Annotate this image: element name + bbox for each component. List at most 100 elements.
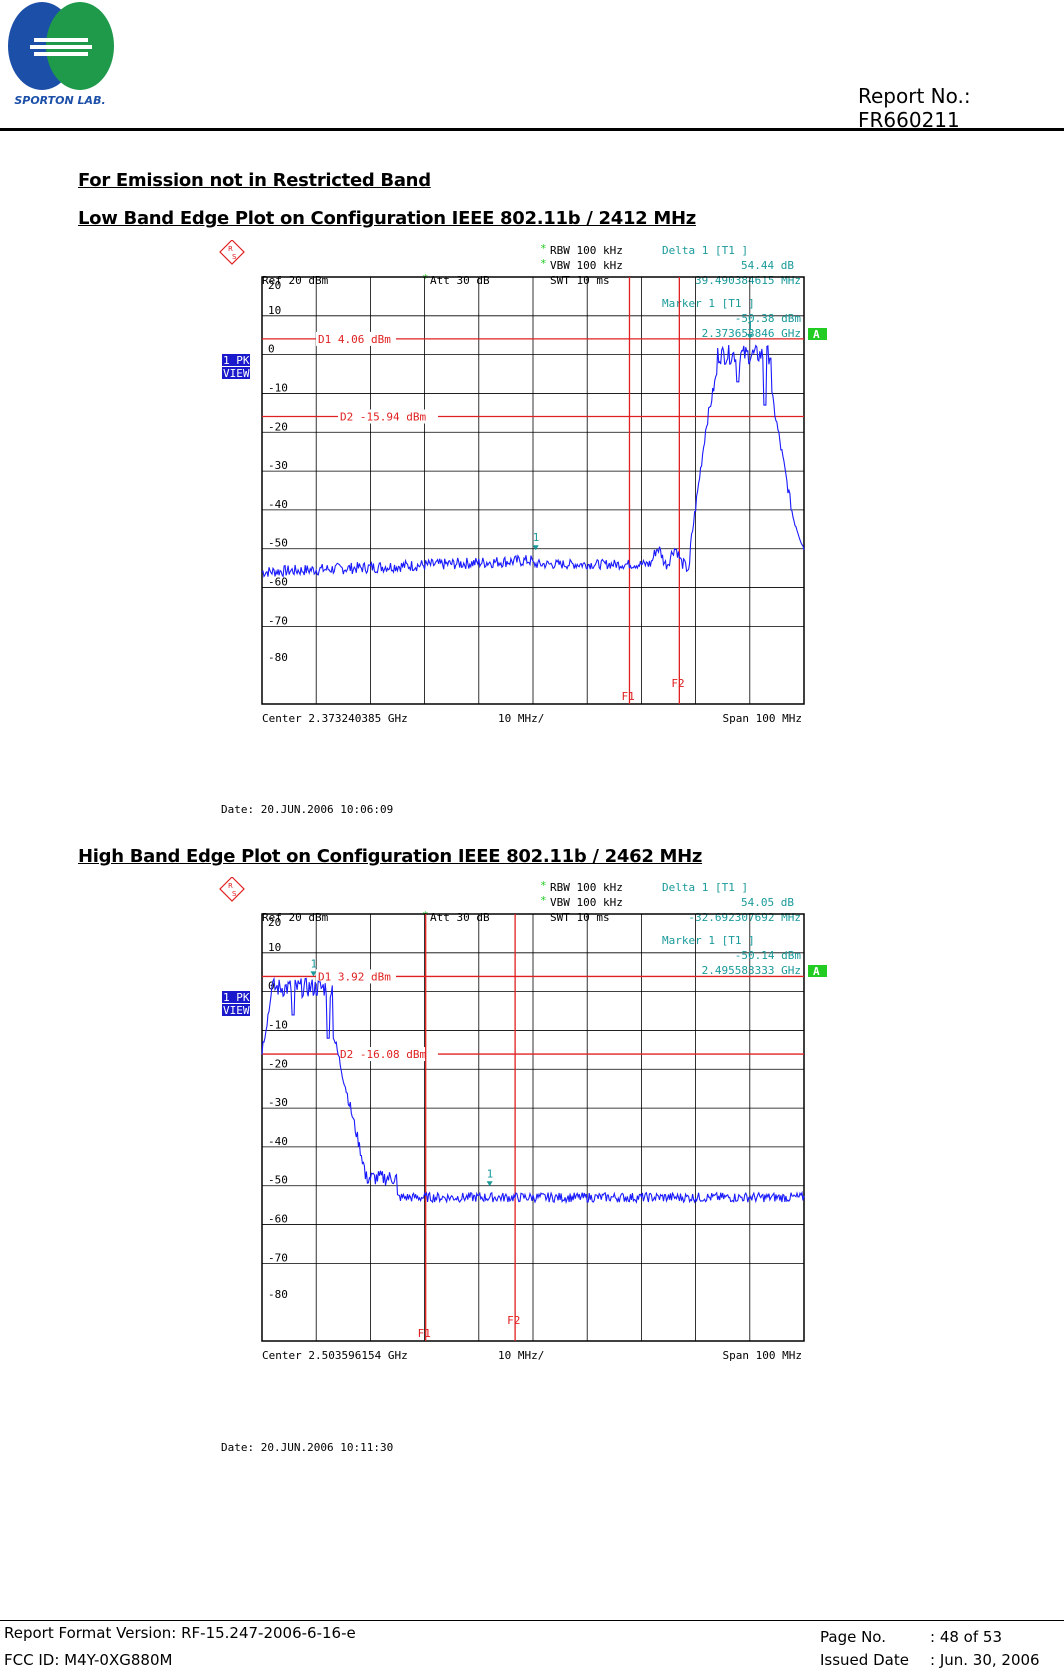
sporton-logo: SPORTON LAB. xyxy=(8,2,114,107)
high-band-spectrum-plot: R S * RBW 100 kHz * VBW 100 kHz SWT 10 m… xyxy=(218,877,838,1397)
y-tick-label: -20 xyxy=(268,420,288,433)
f1-label: F1 xyxy=(418,1327,431,1340)
y-tick-label: -50 xyxy=(268,537,288,550)
svg-text:*: * xyxy=(540,894,547,907)
badge-a xyxy=(808,328,827,340)
delta-frequency: 39.490384615 MHz xyxy=(695,274,801,287)
spectrum-trace xyxy=(261,344,805,578)
svg-text:*: * xyxy=(422,272,429,285)
y-tick-label: -30 xyxy=(268,1096,288,1109)
d2-label: D2 -16.08 dBm xyxy=(340,1048,426,1061)
svg-text:*: * xyxy=(540,257,547,270)
header-divider xyxy=(0,128,1064,131)
badge-pk-label: 1 PK xyxy=(223,991,250,1004)
badge-pk xyxy=(222,354,250,366)
d1-label: D1 4.06 dBm xyxy=(318,333,391,346)
delta-marker-number: 1 xyxy=(487,1167,494,1180)
logo-text: SPORTON LAB. xyxy=(14,94,105,107)
d1-label: D1 3.92 dBm xyxy=(318,970,391,983)
marker-title: Marker 1 [T1 ] xyxy=(662,934,755,947)
report-number: Report No.: FR660211 xyxy=(858,84,971,132)
marker-value: -50.14 dBm xyxy=(735,949,802,962)
y-tick-label: -30 xyxy=(268,459,288,472)
delta-value: 54.44 dB xyxy=(741,259,794,272)
f1-label: F1 xyxy=(621,690,634,703)
rbw-label: RBW 100 kHz xyxy=(550,881,623,894)
page-number-label: Page No. xyxy=(820,1628,886,1646)
marker-icon xyxy=(310,971,317,977)
delta-marker-icon xyxy=(532,545,539,551)
y-tick-label: -70 xyxy=(268,1251,288,1264)
badge-view xyxy=(222,1004,250,1016)
swt-label: SWT 10 ms xyxy=(550,911,610,924)
delta-value: 54.05 dB xyxy=(741,896,794,909)
marker-value: -50.38 dBm xyxy=(735,312,802,325)
f2-label: F2 xyxy=(671,677,684,690)
y-tick-label: -60 xyxy=(268,1213,288,1226)
badge-pk-label: 1 PK xyxy=(223,354,250,367)
marker-frequency: 2.373653846 GHz xyxy=(702,327,801,340)
badge-view-label: VIEW xyxy=(223,1004,250,1017)
span-label: Span 100 MHz xyxy=(723,712,802,725)
division-label: 10 MHz/ xyxy=(498,712,544,725)
swt-label: SWT 10 ms xyxy=(550,274,610,287)
badge-a xyxy=(808,965,827,977)
high-plot-date: Date: 20.JUN.2006 10:11:30 xyxy=(221,1441,394,1454)
page-number-value: : 48 of 53 xyxy=(930,1628,1002,1646)
center-frequency: Center 2.503596154 GHz xyxy=(262,1349,408,1362)
marker-number: 1 xyxy=(310,957,317,970)
d2-label: D2 -15.94 dBm xyxy=(340,411,426,424)
rs-logo-icon: R S xyxy=(219,240,245,265)
badge-view xyxy=(222,367,250,379)
y-tick-label: -10 xyxy=(268,1018,288,1031)
y-tick-label: 0 xyxy=(268,343,275,356)
y-tick-label: 10 xyxy=(268,941,281,954)
svg-text:R: R xyxy=(228,882,233,890)
low-band-title: Low Band Edge Plot on Configuration IEEE… xyxy=(78,208,696,229)
marker-title: Marker 1 [T1 ] xyxy=(662,297,755,310)
span-label: Span 100 MHz xyxy=(723,1349,802,1362)
y-tick-label: -50 xyxy=(268,1174,288,1187)
rbw-label: RBW 100 kHz xyxy=(550,244,623,257)
y-tick-label: -70 xyxy=(268,614,288,627)
marker-number: 1 xyxy=(747,320,754,333)
y-tick-label: 0 xyxy=(268,980,275,993)
y-tick-label: 20 xyxy=(268,279,281,292)
y-tick-label: 20 xyxy=(268,916,281,929)
issued-date-label: Issued Date xyxy=(820,1651,909,1669)
delta-marker-icon xyxy=(486,1181,493,1187)
fcc-id: FCC ID: M4Y-0XG880M xyxy=(4,1651,173,1669)
svg-text:S: S xyxy=(232,890,237,898)
svg-text:S: S xyxy=(232,253,237,261)
y-tick-label: -20 xyxy=(268,1057,288,1070)
badge-a-label: A xyxy=(813,328,820,341)
y-tick-label: -40 xyxy=(268,498,288,511)
spectrum-trace xyxy=(261,976,805,1205)
low-plot-date: Date: 20.JUN.2006 10:06:09 xyxy=(221,803,394,816)
badge-a-label: A xyxy=(813,965,820,978)
footer-divider xyxy=(0,1620,1064,1621)
emission-section-title: For Emission not in Restricted Band xyxy=(78,170,431,191)
badge-view-label: VIEW xyxy=(223,367,250,380)
delta-frequency: -32.692307692 MHz xyxy=(688,911,801,924)
delta-marker-number: 1 xyxy=(533,531,540,544)
marker-frequency: 2.495583333 GHz xyxy=(702,964,801,977)
y-tick-label: 10 xyxy=(268,304,281,317)
y-tick-label: -10 xyxy=(268,381,288,394)
vbw-label: VBW 100 kHz xyxy=(550,896,623,909)
f2-label: F2 xyxy=(507,1314,520,1327)
att-label: Att 30 dB xyxy=(430,274,490,287)
low-band-spectrum-plot: R S * RBW 100 kHz * VBW 100 kHz SWT 10 m… xyxy=(218,240,838,760)
rs-logo-icon: R S xyxy=(219,877,245,902)
vbw-label: VBW 100 kHz xyxy=(550,259,623,272)
svg-text:*: * xyxy=(540,879,547,892)
high-band-title: High Band Edge Plot on Configuration IEE… xyxy=(78,846,703,867)
y-tick-label: -80 xyxy=(268,1288,288,1301)
svg-text:*: * xyxy=(540,242,547,255)
svg-text:R: R xyxy=(228,245,233,253)
issued-date-value: : Jun. 30, 2006 xyxy=(930,1651,1040,1669)
delta-title: Delta 1 [T1 ] xyxy=(662,244,748,257)
att-label: Att 30 dB xyxy=(430,911,490,924)
report-format-version: Report Format Version: RF-15.247-2006-6-… xyxy=(4,1624,356,1642)
badge-pk xyxy=(222,991,250,1003)
